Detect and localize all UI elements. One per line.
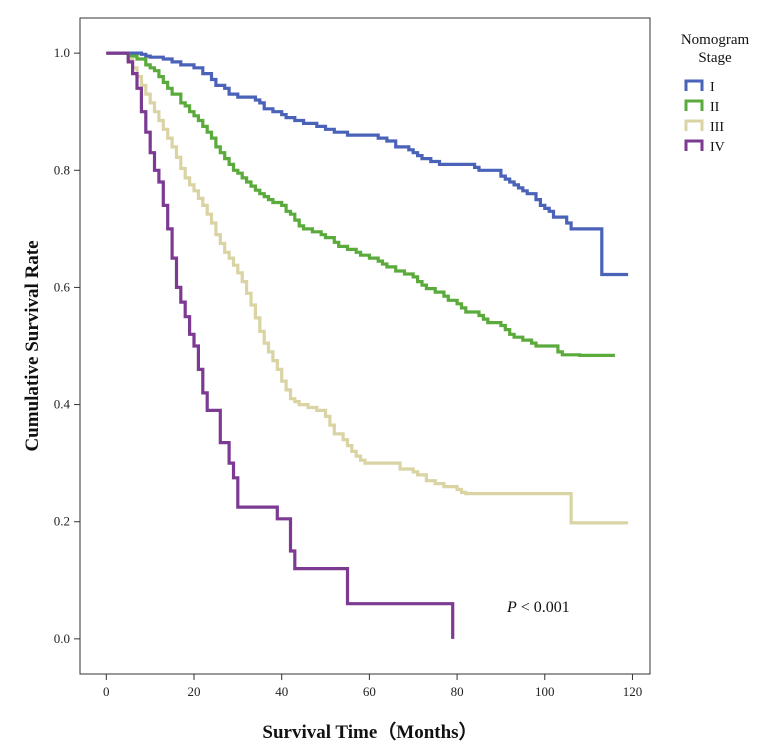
x-axis: 0 20 40 60 80 100 120	[103, 674, 642, 699]
y-axis: 0.0 0.2 0.4 0.6 0.8 1.0	[54, 45, 80, 646]
legend-swatch-stage-ii	[684, 99, 704, 111]
x-tick-label: 40	[275, 684, 288, 699]
legend-swatch-stage-i	[684, 79, 704, 91]
legend-title-line-2: Stage	[698, 50, 732, 66]
legend-label-stage-iii: III	[710, 120, 724, 135]
p-value-text: < 0.001	[517, 599, 570, 616]
y-tick-label: 0.2	[54, 514, 70, 529]
plot-area-frame	[79, 17, 651, 675]
x-tick-label: 20	[188, 684, 201, 699]
legend-label-stage-i: I	[710, 80, 715, 95]
y-tick-label: 0.6	[54, 279, 71, 294]
x-tick-label: 120	[623, 684, 643, 699]
y-tick-label: 1.0	[54, 45, 70, 60]
x-axis-title: Survival Time（Months）	[262, 720, 477, 743]
series-line-stage-i	[106, 51, 629, 277]
series-line-stage-iv	[106, 51, 455, 639]
legend-label-stage-iv: IV	[710, 140, 725, 155]
y-tick-label: 0.8	[54, 162, 70, 177]
series-line-stage-iii	[106, 51, 629, 525]
x-tick-label: 60	[363, 684, 376, 699]
y-tick-label: 0.4	[54, 397, 71, 412]
legend-title-line-1: Nomogram	[681, 32, 750, 48]
y-axis-title: Cumulative Survival Rate	[22, 240, 43, 451]
series-line-stage-ii	[106, 51, 615, 357]
p-value-symbol: P	[506, 599, 517, 616]
legend-swatch-stage-iv	[684, 139, 704, 151]
legend-label-stage-ii: II	[710, 100, 720, 115]
x-tick-label: 0	[103, 684, 110, 699]
survival-curves	[106, 51, 629, 639]
p-value-annotation: P < 0.001	[506, 599, 570, 616]
x-tick-label: 80	[451, 684, 464, 699]
x-tick-label: 100	[535, 684, 555, 699]
y-tick-label: 0.0	[54, 631, 70, 646]
legend-swatch-stage-iii	[684, 119, 704, 131]
